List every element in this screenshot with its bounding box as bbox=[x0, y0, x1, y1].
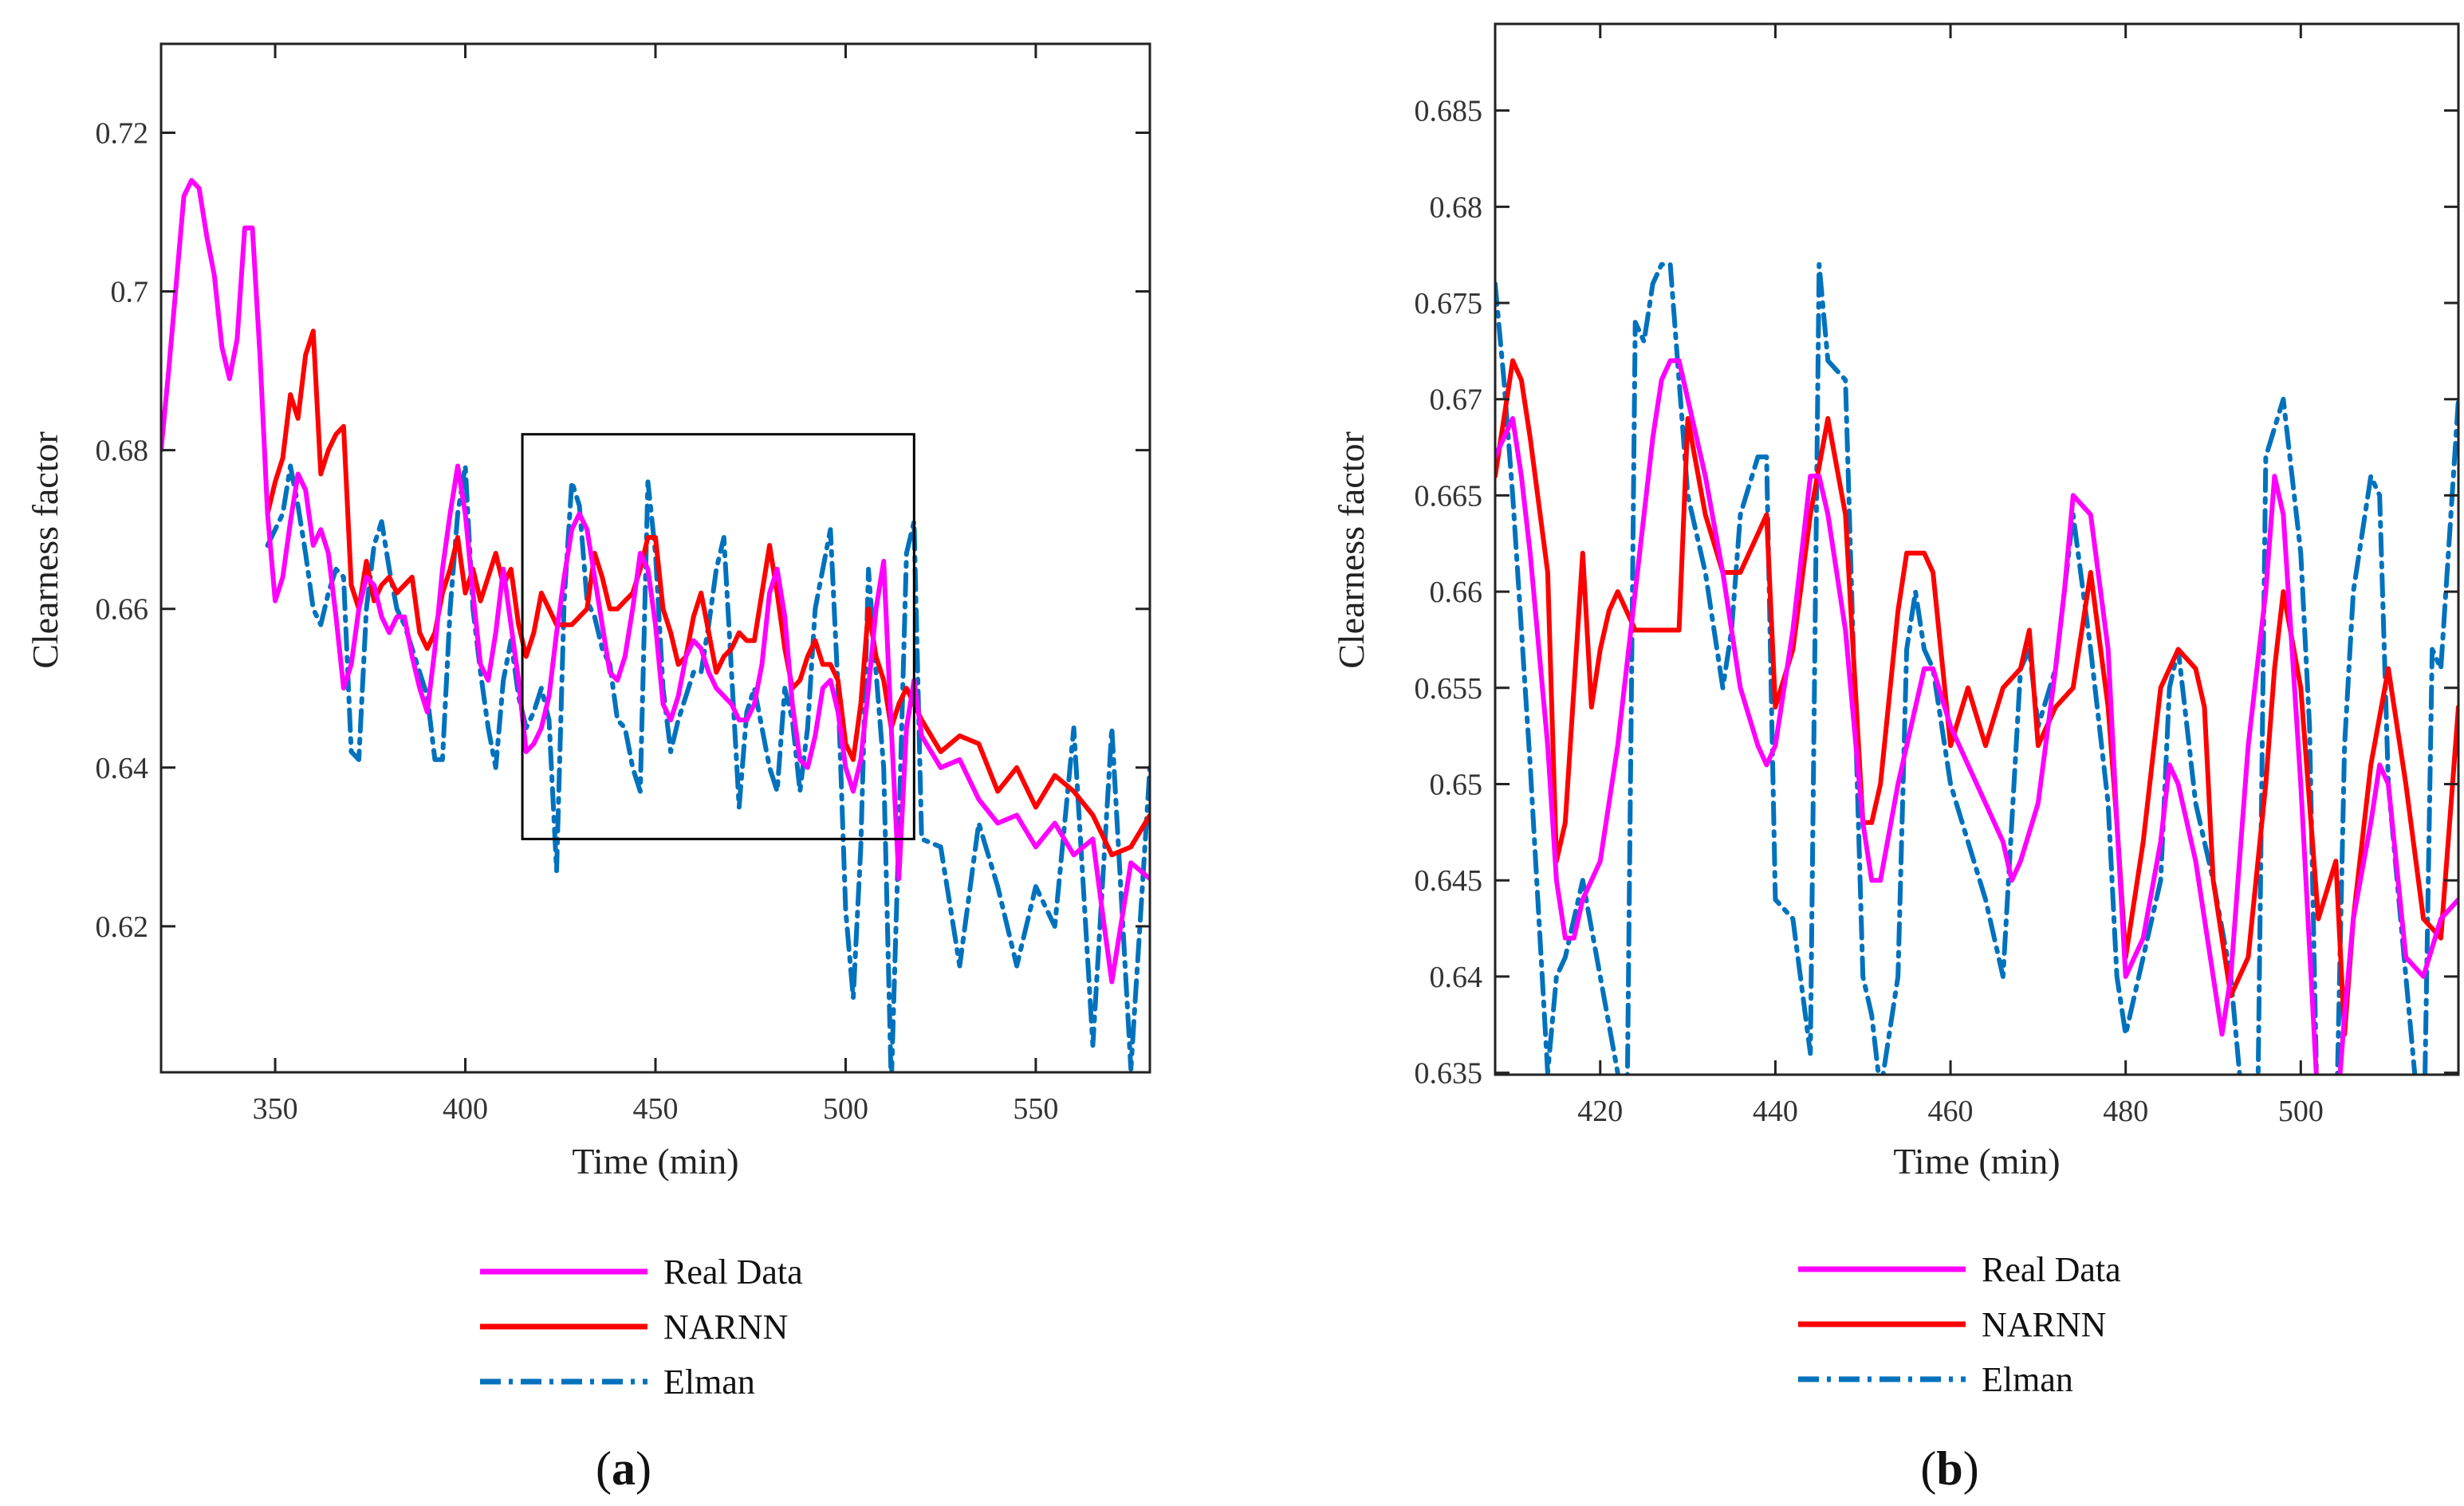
panel-label-b: (b) bbox=[1920, 1442, 1978, 1495]
chart-b-series bbox=[1495, 261, 2458, 1075]
y-tick-label: 0.665 bbox=[1415, 479, 1483, 513]
series-real-data-line-b bbox=[1495, 358, 2458, 1075]
x-tick-label: 500 bbox=[2278, 1095, 2324, 1128]
legend-b-label-narnn: NARNN bbox=[1982, 1305, 2106, 1344]
y-tick-label: 0.655 bbox=[1415, 672, 1483, 706]
y-tick-label: 0.68 bbox=[96, 434, 149, 468]
legend-a-label-elman: Elman bbox=[663, 1362, 755, 1402]
chart-a-ylabel: Clearness factor bbox=[25, 431, 65, 669]
chart-a-xlabel: Time (min) bbox=[572, 1141, 738, 1182]
y-tick-label: 0.65 bbox=[1430, 768, 1483, 801]
panel-label-a: (a) bbox=[596, 1442, 651, 1495]
chart-a-legend: Real Data NARNN Elman bbox=[480, 1252, 803, 1402]
chart-a: 350 400 450 500 550 0.62 0.64 0.66 0.68 0.7 0.72 T… bbox=[25, 42, 1151, 1495]
y-tick-label: 0.635 bbox=[1415, 1057, 1483, 1091]
series-narnn-line-a bbox=[265, 328, 1150, 858]
chart-a-series bbox=[161, 178, 1150, 1072]
chart-b: 420 440 460 480 500 0.635 0.64 0.645 0.65 0.655 0.… bbox=[1331, 22, 2460, 1495]
y-tick-label: 0.62 bbox=[96, 910, 149, 944]
y-tick-label: 0.64 bbox=[1430, 961, 1483, 994]
legend-b-label-real: Real Data bbox=[1982, 1250, 2121, 1289]
chart-b-ticks: 420 440 460 480 500 0.635 0.64 0.645 0.65 0.655 0.… bbox=[1415, 24, 2458, 1128]
x-tick-label: 460 bbox=[1928, 1095, 1974, 1128]
x-tick-label: 500 bbox=[823, 1092, 868, 1126]
y-tick-label: 0.64 bbox=[96, 752, 149, 785]
y-tick-label: 0.72 bbox=[96, 116, 149, 150]
chart-a-ticks: 350 400 450 500 550 0.62 0.64 0.66 0.68 0.7 0.72 bbox=[96, 44, 1150, 1126]
chart-b-legend: Real Data NARNN Elman bbox=[1798, 1250, 2121, 1399]
series-real-data-line-a bbox=[161, 178, 1150, 985]
x-tick-label: 450 bbox=[633, 1092, 679, 1126]
series-elman-line-b bbox=[1495, 261, 2458, 1075]
series-elman-line-a bbox=[265, 463, 1150, 1072]
x-tick-label: 550 bbox=[1013, 1092, 1058, 1126]
chart-b-xlabel: Time (min) bbox=[1893, 1141, 2060, 1182]
x-tick-label: 440 bbox=[1753, 1095, 1798, 1128]
y-tick-label: 0.675 bbox=[1415, 287, 1483, 320]
legend-a-label-real: Real Data bbox=[663, 1252, 803, 1292]
legend-b-label-elman: Elman bbox=[1982, 1360, 2073, 1399]
y-tick-label: 0.7 bbox=[111, 276, 149, 309]
y-tick-label: 0.66 bbox=[96, 593, 149, 627]
chart-a-zoom-box bbox=[521, 433, 915, 840]
y-tick-label: 0.67 bbox=[1430, 383, 1483, 417]
x-tick-label: 420 bbox=[1577, 1095, 1623, 1128]
y-tick-label: 0.66 bbox=[1430, 576, 1483, 609]
legend-a-label-narnn: NARNN bbox=[663, 1307, 788, 1347]
x-tick-label: 350 bbox=[253, 1092, 298, 1126]
series-narnn-line-b bbox=[1495, 358, 2458, 1037]
chart-b-ylabel: Clearness factor bbox=[1331, 431, 1372, 669]
y-tick-label: 0.685 bbox=[1415, 95, 1483, 128]
x-tick-label: 480 bbox=[2103, 1095, 2148, 1128]
chart-b-frame bbox=[1494, 22, 2460, 1076]
y-tick-label: 0.645 bbox=[1415, 864, 1483, 898]
y-tick-label: 0.68 bbox=[1430, 191, 1483, 224]
x-tick-label: 400 bbox=[443, 1092, 488, 1126]
